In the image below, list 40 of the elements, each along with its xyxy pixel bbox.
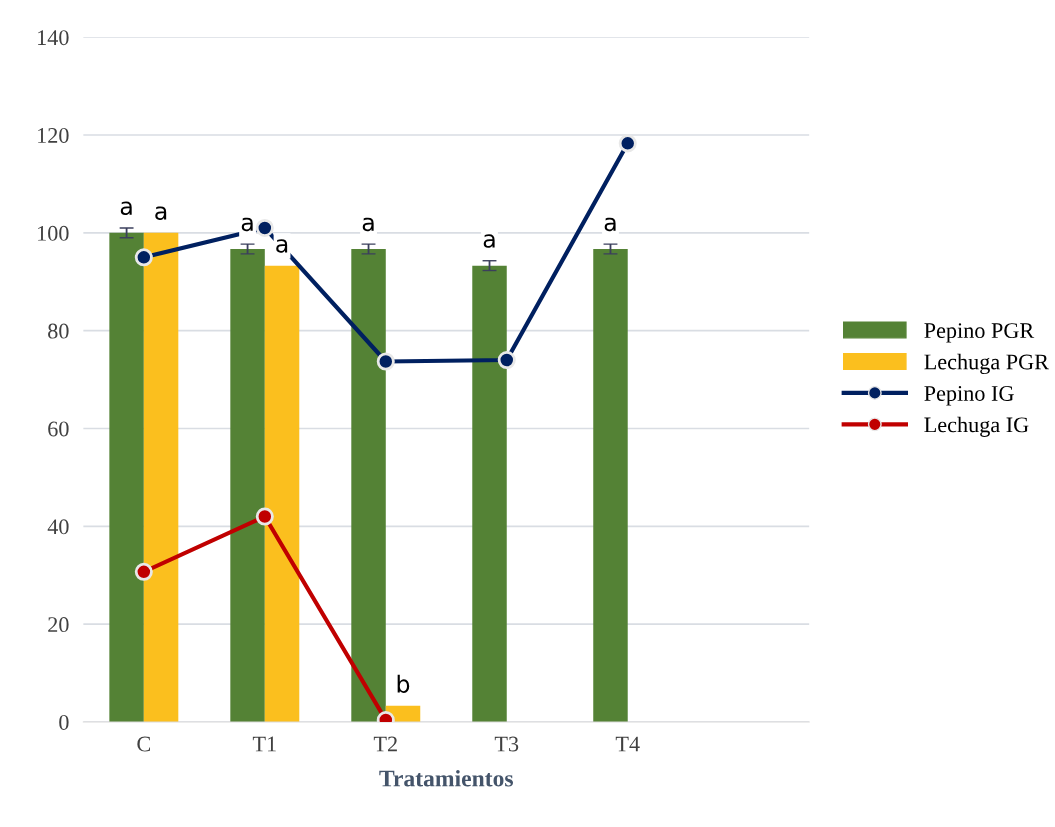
point — [618, 134, 637, 153]
data-label: a — [241, 217, 253, 232]
data-label: a — [276, 239, 288, 253]
point — [255, 218, 274, 237]
bar — [351, 249, 386, 722]
x-tick-label: T4 — [615, 736, 640, 752]
y-tick-label: 120 — [38, 127, 69, 143]
legend-label: Pepino PGR — [924, 323, 1035, 343]
point — [134, 248, 153, 267]
y-tick-label: 40 — [47, 519, 69, 535]
data-label: a — [155, 206, 167, 220]
x-tick-label: T3 — [494, 736, 519, 752]
point — [497, 351, 516, 370]
x-tick-label: C — [137, 736, 151, 752]
point — [134, 562, 153, 581]
y-tick-label: 0 — [59, 714, 69, 730]
point — [376, 352, 395, 371]
y-tick-label: 140 — [38, 30, 69, 46]
data-label: a — [120, 201, 132, 216]
x-tick-label: T1 — [252, 736, 276, 752]
legend-label: Lechuga PGR — [924, 353, 1049, 375]
bar — [230, 249, 265, 722]
x-axis-title: Tratamientos — [379, 769, 514, 787]
y-tick-label: 60 — [48, 421, 69, 437]
y-tick-label: 20 — [48, 617, 69, 633]
data-label: a — [362, 217, 374, 232]
y-tick-label: 80 — [48, 323, 69, 339]
legend-label: Pepino IG — [924, 385, 1014, 406]
y-tick-label: 100 — [38, 225, 69, 241]
legend-label: Lechuga IG — [924, 416, 1029, 437]
data-label: a — [483, 234, 495, 248]
data-label: a — [604, 217, 616, 232]
bar — [593, 249, 628, 722]
x-tick-label: T2 — [373, 736, 397, 752]
bar — [109, 232, 144, 722]
point — [255, 507, 274, 526]
bar — [264, 265, 300, 722]
data-label: b — [397, 674, 410, 693]
bar — [472, 265, 507, 722]
bar — [143, 232, 179, 722]
